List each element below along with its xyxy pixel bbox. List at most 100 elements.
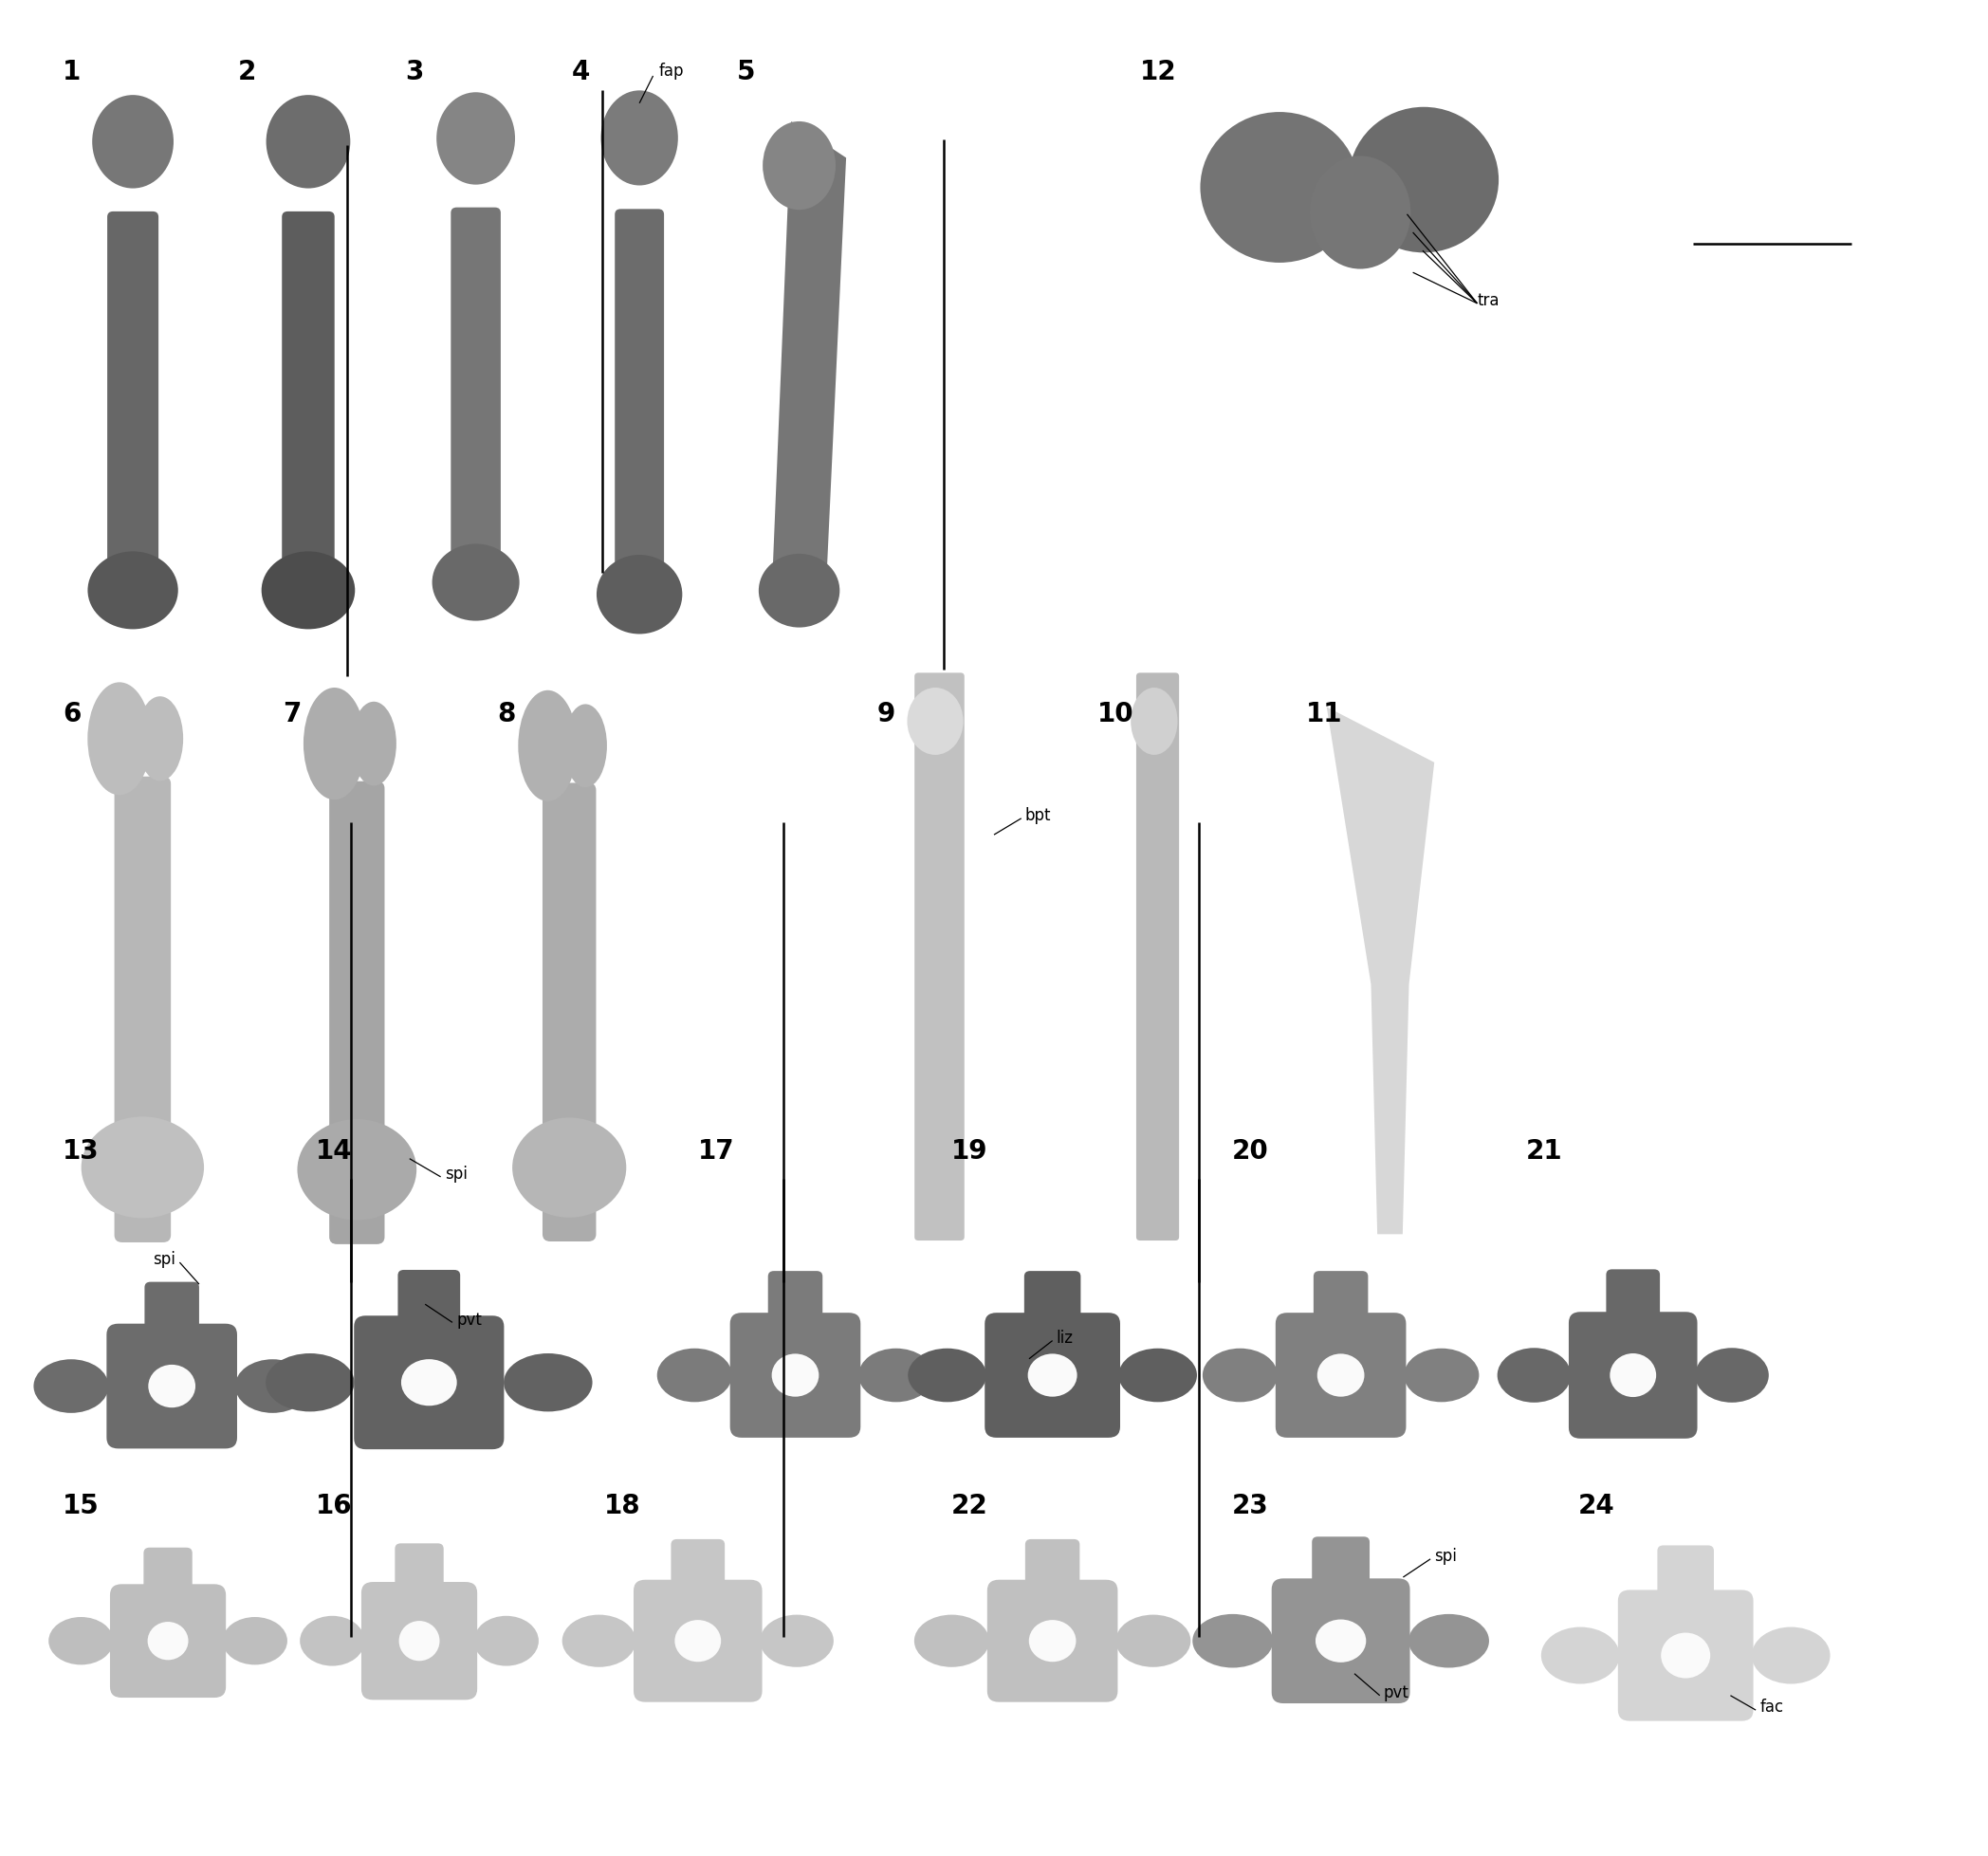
Text: liz: liz: [1056, 1329, 1074, 1346]
Ellipse shape: [759, 555, 839, 627]
FancyBboxPatch shape: [107, 212, 159, 620]
FancyBboxPatch shape: [1137, 674, 1179, 1242]
Ellipse shape: [596, 555, 682, 635]
Text: 6: 6: [64, 702, 82, 728]
Ellipse shape: [1201, 113, 1360, 264]
Ellipse shape: [1318, 1355, 1364, 1398]
FancyBboxPatch shape: [143, 1548, 193, 1600]
Ellipse shape: [1316, 1620, 1366, 1663]
Ellipse shape: [513, 1117, 626, 1218]
Text: spi: spi: [445, 1166, 467, 1182]
Text: 12: 12: [1139, 59, 1177, 85]
Ellipse shape: [907, 689, 964, 755]
Ellipse shape: [1409, 1615, 1489, 1669]
Text: 8: 8: [497, 702, 515, 728]
Text: 17: 17: [698, 1138, 734, 1164]
Ellipse shape: [149, 1364, 195, 1409]
FancyBboxPatch shape: [282, 212, 334, 620]
FancyBboxPatch shape: [396, 1544, 443, 1598]
Text: pvt: pvt: [1384, 1683, 1409, 1700]
FancyBboxPatch shape: [115, 778, 171, 1244]
Ellipse shape: [600, 91, 678, 186]
Ellipse shape: [262, 551, 356, 629]
Ellipse shape: [137, 696, 183, 781]
FancyBboxPatch shape: [354, 1316, 505, 1450]
Ellipse shape: [82, 1117, 205, 1219]
Text: tra: tra: [1477, 291, 1499, 308]
Ellipse shape: [437, 93, 515, 186]
Ellipse shape: [859, 1349, 934, 1403]
Text: 14: 14: [316, 1138, 352, 1164]
Text: fap: fap: [658, 63, 684, 80]
Text: 13: 13: [64, 1138, 99, 1164]
FancyBboxPatch shape: [1024, 1271, 1081, 1329]
Ellipse shape: [300, 1617, 364, 1667]
Ellipse shape: [1751, 1628, 1831, 1683]
Ellipse shape: [473, 1617, 539, 1667]
Text: 11: 11: [1306, 702, 1342, 728]
FancyBboxPatch shape: [109, 1585, 227, 1698]
Ellipse shape: [1696, 1347, 1769, 1403]
Ellipse shape: [658, 1349, 732, 1403]
Ellipse shape: [519, 690, 577, 802]
Ellipse shape: [759, 1615, 833, 1667]
Text: pvt: pvt: [457, 1310, 481, 1327]
Text: 1: 1: [64, 59, 82, 85]
FancyBboxPatch shape: [1569, 1312, 1698, 1438]
Text: 4: 4: [571, 59, 590, 85]
Ellipse shape: [1131, 689, 1177, 755]
Text: 20: 20: [1233, 1138, 1268, 1164]
Ellipse shape: [48, 1617, 113, 1665]
Ellipse shape: [1193, 1615, 1272, 1669]
Ellipse shape: [87, 551, 179, 629]
FancyBboxPatch shape: [767, 1271, 823, 1329]
FancyBboxPatch shape: [145, 1282, 199, 1340]
Ellipse shape: [147, 1622, 189, 1659]
FancyBboxPatch shape: [1314, 1271, 1368, 1329]
Text: 16: 16: [316, 1492, 352, 1518]
FancyBboxPatch shape: [1272, 1579, 1409, 1704]
Ellipse shape: [565, 705, 606, 789]
Text: 21: 21: [1527, 1138, 1563, 1164]
Text: spi: spi: [1433, 1548, 1457, 1565]
Ellipse shape: [674, 1620, 722, 1661]
Ellipse shape: [1404, 1349, 1479, 1403]
Polygon shape: [1326, 707, 1433, 1234]
FancyBboxPatch shape: [1606, 1270, 1660, 1329]
Ellipse shape: [563, 1615, 636, 1667]
FancyBboxPatch shape: [1618, 1591, 1753, 1721]
FancyBboxPatch shape: [451, 208, 501, 611]
Text: 7: 7: [282, 702, 302, 728]
Ellipse shape: [1610, 1353, 1656, 1398]
FancyBboxPatch shape: [1312, 1537, 1370, 1594]
Text: 2: 2: [239, 59, 256, 85]
FancyBboxPatch shape: [614, 210, 664, 624]
Ellipse shape: [1348, 108, 1499, 254]
Ellipse shape: [91, 97, 173, 189]
Text: fac: fac: [1759, 1698, 1783, 1715]
Ellipse shape: [1310, 156, 1411, 269]
FancyBboxPatch shape: [330, 781, 384, 1245]
Ellipse shape: [87, 683, 151, 796]
Ellipse shape: [1115, 1615, 1191, 1667]
Ellipse shape: [1662, 1633, 1710, 1678]
Ellipse shape: [1030, 1620, 1076, 1661]
Ellipse shape: [1119, 1349, 1197, 1403]
Text: spi: spi: [153, 1251, 175, 1268]
Text: 10: 10: [1097, 702, 1133, 728]
Ellipse shape: [431, 544, 519, 622]
Ellipse shape: [400, 1620, 439, 1661]
Ellipse shape: [763, 122, 835, 210]
Ellipse shape: [266, 1353, 354, 1412]
FancyBboxPatch shape: [988, 1579, 1117, 1702]
Ellipse shape: [298, 1119, 417, 1221]
Ellipse shape: [1203, 1349, 1278, 1403]
FancyBboxPatch shape: [362, 1581, 477, 1700]
Ellipse shape: [914, 1615, 990, 1667]
Text: bpt: bpt: [1026, 807, 1052, 824]
Text: 22: 22: [950, 1492, 988, 1518]
Polygon shape: [771, 122, 847, 596]
Ellipse shape: [34, 1360, 109, 1412]
Text: 3: 3: [406, 59, 423, 85]
FancyBboxPatch shape: [672, 1539, 726, 1596]
